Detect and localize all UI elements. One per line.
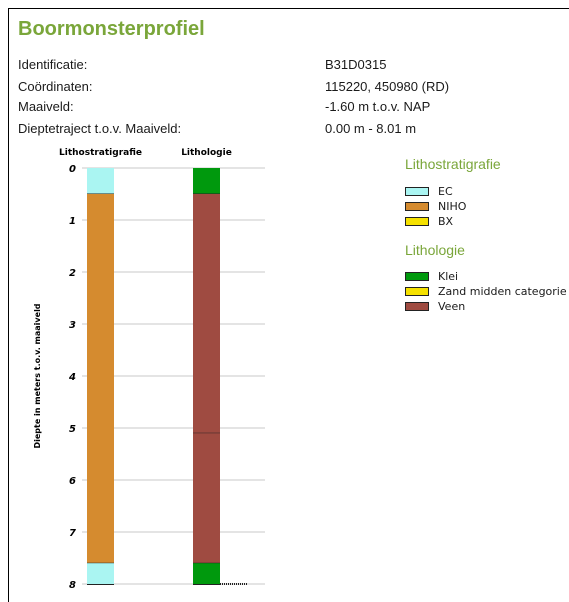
column-header: Lithologie	[181, 148, 232, 158]
column-header: Lithostratigrafie	[59, 148, 142, 158]
y-tick-label: 6	[69, 476, 76, 487]
y-tick-label: 5	[69, 424, 76, 435]
layer-klei	[193, 168, 220, 194]
layer-veen	[193, 433, 220, 564]
legend-label: BX	[438, 215, 454, 228]
legend-label: EC	[438, 185, 453, 198]
y-tick-label: 4	[68, 372, 76, 383]
legend-title-lithostratigrafie: Lithostratigrafie	[405, 156, 501, 172]
page-title: Boormonsterprofiel	[18, 18, 205, 40]
legend-swatch	[405, 187, 429, 196]
legend-swatch	[405, 217, 429, 226]
y-tick-label: 0	[69, 164, 76, 175]
info-value: 0.00 m - 8.01 m	[325, 121, 417, 136]
legend-swatch	[405, 302, 429, 311]
legend-label: Klei	[438, 270, 459, 283]
layer-klei	[193, 563, 220, 585]
legend-label: Veen	[438, 300, 466, 313]
legend-label: NIHO	[438, 200, 467, 213]
layer-ec	[87, 168, 114, 194]
legend-label: Zand midden categorie	[438, 285, 567, 298]
legend-title-lithologie: Lithologie	[405, 242, 465, 258]
info-value: -1.60 m t.o.v. NAP	[325, 99, 431, 114]
info-label: Dieptetraject t.o.v. Maaiveld:	[18, 121, 182, 136]
legend-swatch	[405, 202, 429, 211]
y-tick-label: 1	[69, 216, 76, 227]
info-label: Maaiveld:	[18, 99, 74, 114]
y-tick-label: 7	[69, 528, 76, 539]
legend-swatch	[405, 287, 429, 296]
layer-ec	[87, 563, 114, 585]
layer-niho	[87, 194, 114, 564]
info-label: Identificatie:	[18, 57, 88, 72]
y-axis-label: Diepte in meters t.o.v. maaiveld	[33, 303, 42, 448]
borehole-chart: 0 1 2 3 4 5 6 7 8 Diepte in meters t.o.v. maaivel…	[33, 148, 265, 591]
layer-veen	[193, 194, 220, 434]
y-tick-label: 2	[69, 268, 76, 279]
y-tick-label: 3	[69, 320, 76, 331]
y-tick-label: 8	[69, 580, 76, 591]
profile-frame	[8, 8, 569, 602]
legend-swatch	[405, 272, 429, 281]
info-value: B31D0315	[325, 57, 387, 72]
info-value: 115220, 450980 (RD)	[325, 79, 450, 94]
info-label: Coördinaten:	[18, 79, 93, 94]
